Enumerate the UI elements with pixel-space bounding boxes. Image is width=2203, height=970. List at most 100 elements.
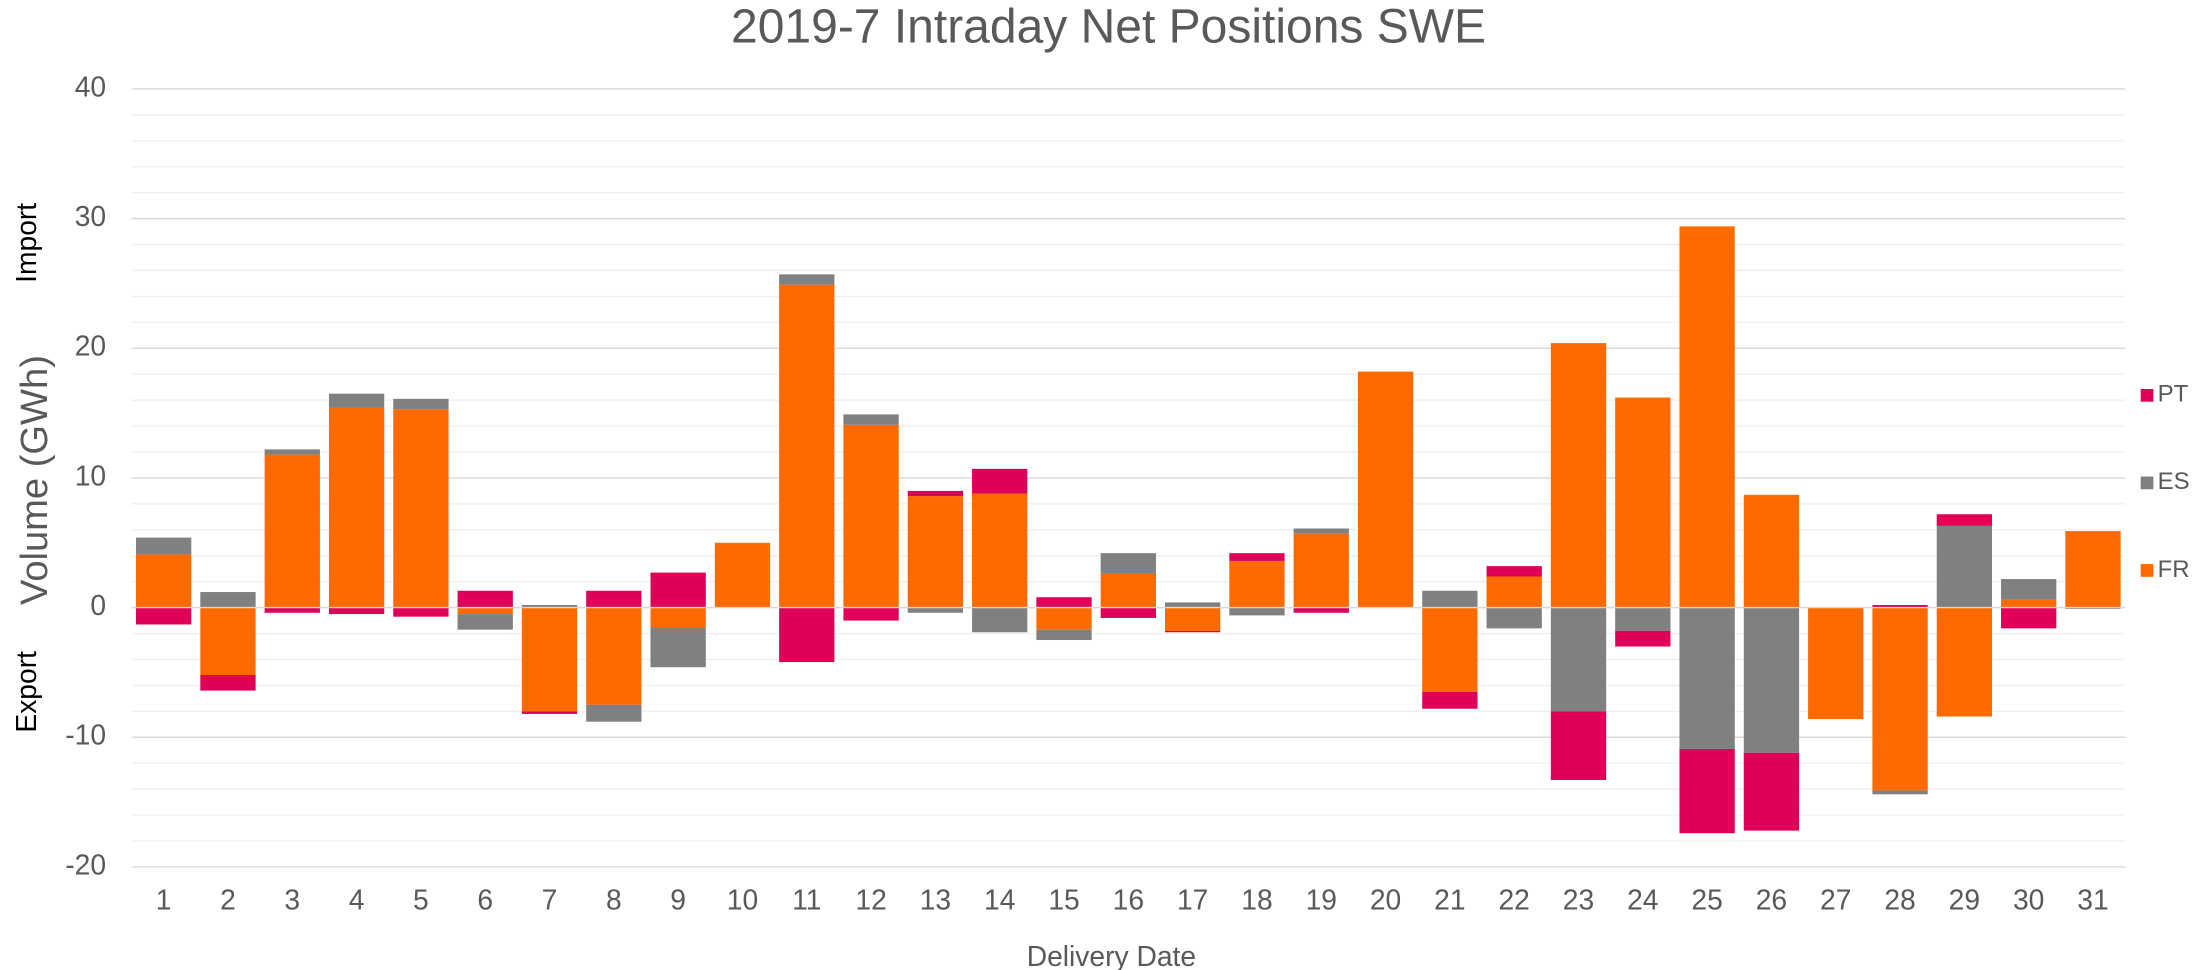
x-tick-label: 10 (727, 884, 758, 916)
bar-segment (843, 424, 899, 608)
bar-segment (1422, 691, 1478, 709)
x-tick-label: 15 (1048, 884, 1079, 916)
bar-segment (264, 454, 320, 608)
bar-segment (1486, 607, 1542, 629)
y-tick-label: -10 (65, 719, 106, 751)
bar-segment (843, 607, 899, 621)
bar-segment (1036, 629, 1092, 641)
bar-segment (1229, 560, 1285, 608)
bar-segment (1293, 528, 1349, 534)
legend-label: FR (2158, 556, 2190, 583)
legend-swatch (2140, 564, 2154, 577)
x-tick-label: 19 (1306, 884, 1337, 916)
bar-segment (200, 592, 256, 608)
bar-segment (1743, 752, 1800, 831)
bar-segment (2001, 607, 2057, 629)
bar-segment (1422, 607, 1478, 692)
bar-segment (1743, 494, 1800, 608)
x-tick-label: 31 (2077, 884, 2108, 916)
bar-segment (1936, 514, 1993, 526)
bar-segment (650, 627, 706, 668)
bar-segment (393, 409, 449, 608)
bar-segment (1550, 607, 1607, 712)
bar-segment (328, 393, 385, 408)
bar-segment (136, 607, 192, 625)
x-tick-label: 1 (156, 884, 172, 916)
bar-segment (1293, 533, 1349, 608)
bar-segment (2001, 579, 2057, 600)
bar-segment (779, 284, 835, 608)
bar-segment (136, 554, 192, 608)
x-tick-label: 17 (1177, 884, 1208, 916)
chart-title: 2019-7 Intraday Net Positions SWE (731, 0, 1486, 53)
x-tick-label: 21 (1434, 884, 1465, 916)
y-tick-label: 30 (75, 200, 106, 232)
x-tick-label: 30 (2013, 884, 2044, 916)
bar-segment (264, 607, 320, 613)
bar-segment (586, 607, 642, 705)
y-tick-label: 40 (75, 70, 106, 102)
bar-segment (1229, 553, 1285, 561)
bar-segment (972, 493, 1028, 608)
x-tick-label: 22 (1498, 884, 1529, 916)
bar-segment (393, 398, 449, 410)
bar-segment (2001, 599, 2057, 608)
x-tick-label: 5 (413, 884, 429, 916)
legend-swatch (2140, 388, 2154, 402)
legend-label: ES (2158, 468, 2190, 495)
bar-segment (907, 490, 964, 497)
bar-segment (1100, 573, 1156, 608)
bar-segment (1550, 343, 1607, 608)
bar-segment (907, 607, 964, 613)
bar-segment (1679, 226, 1735, 608)
bar-segment (779, 274, 835, 285)
bar-segment (1357, 371, 1414, 608)
bar-segment (1872, 790, 1928, 795)
bar-segment (200, 675, 256, 691)
x-tick-label: 28 (1884, 884, 1915, 916)
bar-segment (328, 407, 385, 608)
y-tick-label: 20 (75, 330, 106, 362)
x-tick-label: 26 (1756, 884, 1787, 916)
bar-segment (1936, 525, 1993, 608)
x-tick-label: 4 (349, 884, 365, 916)
bar-segment (457, 607, 513, 615)
bar-segment (843, 414, 899, 425)
bar-segment (650, 607, 706, 628)
x-tick-label: 20 (1370, 884, 1401, 916)
bar-segment (1872, 607, 1928, 791)
y-tick-label: 0 (90, 589, 106, 621)
bar-segment (1036, 607, 1092, 630)
bar-segment (1100, 553, 1156, 574)
bar-segment (457, 614, 513, 630)
x-tick-label: 16 (1113, 884, 1144, 916)
x-tick-label: 24 (1627, 884, 1658, 916)
x-tick-label: 11 (792, 884, 821, 916)
bar-segment (907, 496, 964, 608)
bar-segment (521, 711, 578, 714)
bar-segment (779, 607, 835, 663)
x-tick-label: 2 (220, 884, 236, 916)
bar-segment (714, 542, 771, 608)
y-tick-label: -20 (65, 848, 106, 880)
y-axis-label: Volume (GWh) (13, 355, 56, 605)
bar-segment (1615, 607, 1671, 631)
x-tick-label: 12 (855, 884, 886, 916)
bar-segment (972, 468, 1028, 494)
bar-segment (1422, 590, 1478, 608)
bar-segment (457, 590, 513, 608)
bar-segment (1550, 711, 1607, 781)
bar-segment (1100, 607, 1156, 618)
bar-segment (200, 607, 256, 676)
bar-segment (1743, 607, 1800, 753)
x-tick-label: 27 (1820, 884, 1851, 916)
bar-segment (1936, 607, 1993, 717)
bar-segment (1615, 630, 1671, 647)
bar-segment (1164, 602, 1221, 608)
bar-segment (2065, 531, 2121, 608)
bar-segment (1164, 630, 1221, 633)
x-tick-label: 29 (1949, 884, 1980, 916)
bar-segment (328, 607, 385, 615)
